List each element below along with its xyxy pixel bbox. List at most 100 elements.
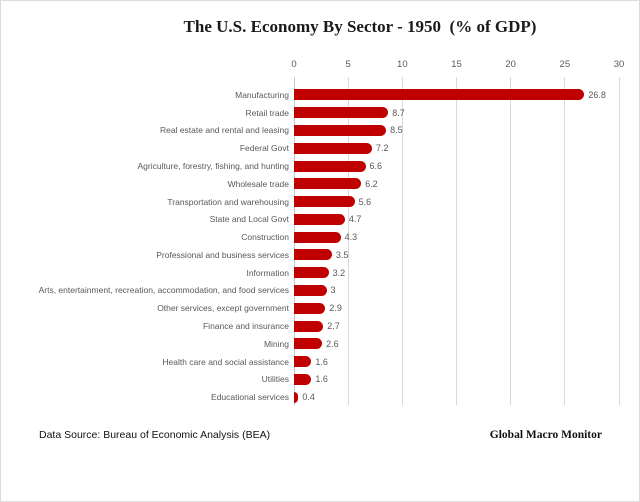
category-label: Educational services [211, 392, 289, 403]
bar-track: 0.4 [294, 388, 619, 406]
category-label: Finance and insurance [202, 321, 289, 332]
value-label: 4.7 [348, 214, 362, 225]
bar-row: Other services, except government 2.9 [1, 299, 619, 317]
bar-track: 4.7 [294, 210, 619, 228]
x-tick-label: 0 [291, 59, 297, 70]
category-label: State and Local Govt [209, 214, 289, 225]
bar [294, 249, 332, 261]
value-label: 3.5 [335, 249, 349, 260]
value-label: 0.4 [302, 392, 315, 403]
category-label: Information [246, 267, 289, 278]
bar-track: 2.7 [294, 317, 619, 335]
bar-row: Health care and social assistance 1.6 [1, 353, 619, 371]
value-label: 3 [330, 285, 336, 296]
bar-track: 8.7 [294, 104, 619, 122]
x-tick-label: 10 [397, 59, 408, 70]
category-label: Wholesale trade [227, 178, 289, 189]
bar-track: 3 [294, 282, 619, 300]
value-label: 2.7 [327, 321, 340, 332]
bar-row: Professional and business services 3.5 [1, 246, 619, 264]
bar [294, 302, 326, 314]
bar-row: Finance and insurance 2.7 [1, 317, 619, 335]
category-label: Other services, except government [157, 303, 289, 314]
gridline [401, 77, 403, 405]
bar [294, 356, 312, 368]
gridline [510, 77, 512, 405]
gridline [347, 77, 349, 405]
bar-row: Real estate and rental and leasing 8.5 [1, 122, 619, 140]
value-label: 3.2 [332, 267, 346, 278]
value-label: 8.7 [392, 107, 405, 118]
bar-chart: Manufacturing 26.8 Retail trade 8.7 Real est… [1, 86, 619, 406]
bar [294, 391, 299, 403]
value-label: 6.6 [369, 161, 383, 172]
bar [294, 320, 324, 332]
bar-row: Arts, entertainment, recreation, accommo… [1, 282, 619, 300]
category-label: Real estate and rental and leasing [159, 125, 289, 136]
category-label: Manufacturing [235, 89, 289, 100]
value-label: 2.6 [326, 338, 339, 349]
value-label: 8.5 [390, 125, 403, 136]
x-tick-label: 25 [559, 59, 571, 70]
bar-track: 1.6 [294, 353, 619, 371]
value-label: 5.6 [358, 196, 372, 207]
category-label: Agriculture, forestry, fishing, and hunt… [137, 161, 289, 172]
data-source-note: Data Source: Bureau of Economic Analysis… [39, 429, 271, 441]
value-label: 2.9 [329, 303, 342, 314]
bar-row: Agriculture, forestry, fishing, and hunt… [1, 157, 619, 175]
bar-track: 4.3 [294, 228, 619, 246]
category-label: Professional and business services [156, 249, 289, 260]
bar-track: 26.8 [294, 86, 619, 104]
bar-row: Information 3.2 [1, 264, 619, 282]
brand-label: Global Macro Monitor [489, 429, 602, 441]
value-label: 1.6 [315, 374, 328, 385]
bar [294, 107, 389, 119]
gridline [618, 77, 620, 405]
bar [294, 373, 312, 385]
bar-row: Transportation and warehousing 5.6 [1, 193, 619, 211]
bar-row: Construction 4.3 [1, 228, 619, 246]
x-tick-label: 20 [505, 59, 516, 70]
x-axis: 0 5 10 15 20 25 30 [291, 59, 624, 73]
bar [294, 267, 329, 279]
category-label: Arts, entertainment, recreation, accommo… [38, 285, 289, 296]
chart-title: The U.S. Economy By Sector - 1950 (% of … [183, 17, 537, 36]
category-label: Retail trade [245, 107, 289, 118]
bar [294, 231, 341, 243]
bar [294, 89, 585, 101]
bar [294, 124, 387, 136]
gridline [564, 77, 566, 405]
category-label: Transportation and warehousing [167, 196, 289, 207]
bar [294, 160, 366, 172]
bar-row: Federal Govt 7.2 [1, 139, 619, 157]
bar-track: 6.2 [294, 175, 619, 193]
bar-track: 7.2 [294, 139, 619, 157]
bar-row: Manufacturing 26.8 [1, 86, 619, 104]
value-label: 1.6 [315, 356, 328, 367]
bar-track: 3.5 [294, 246, 619, 264]
category-label: Construction [241, 232, 289, 243]
value-label: 6.2 [365, 178, 378, 189]
category-label: Mining [263, 338, 289, 349]
bar-track: 2.9 [294, 299, 619, 317]
x-tick-label: 5 [345, 59, 351, 70]
value-label: 26.8 [588, 89, 606, 100]
bar [294, 178, 362, 190]
x-tick-label: 30 [613, 59, 625, 70]
bar-track: 3.2 [294, 264, 619, 282]
category-label: Utilities [261, 374, 289, 385]
value-label: 7.2 [376, 143, 389, 154]
bar-track: 8.5 [294, 122, 619, 140]
bar [294, 213, 345, 225]
bar-row: Educational services 0.4 [1, 388, 619, 406]
bar [294, 142, 372, 154]
bar-row: State and Local Govt 4.7 [1, 210, 619, 228]
category-label: Federal Govt [239, 143, 289, 154]
bar [294, 196, 355, 208]
category-label: Health care and social assistance [162, 356, 289, 367]
bar-track: 6.6 [294, 157, 619, 175]
bar [294, 338, 323, 350]
x-tick-label: 15 [451, 59, 462, 70]
value-label: 4.3 [344, 232, 358, 243]
